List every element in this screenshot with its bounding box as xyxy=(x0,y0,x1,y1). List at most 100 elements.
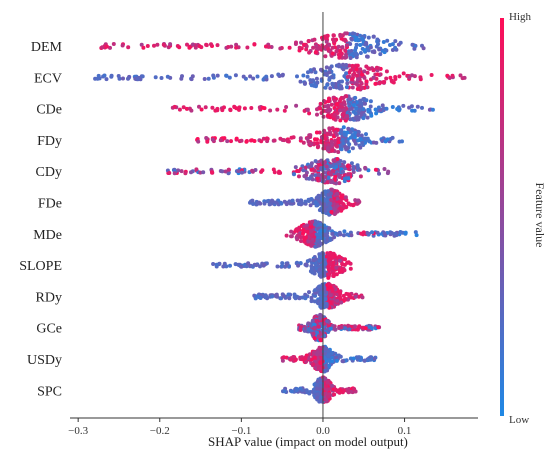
point-ecv xyxy=(313,70,318,75)
point-cde xyxy=(328,115,333,120)
point-gce xyxy=(376,325,381,330)
point-mde xyxy=(365,230,370,235)
point-cde xyxy=(327,96,331,101)
point-usdy xyxy=(326,358,331,363)
point-slope xyxy=(246,261,251,266)
point-dem xyxy=(348,56,353,60)
point-ecv xyxy=(233,73,238,78)
point-slope xyxy=(228,263,232,268)
point-ecv xyxy=(255,74,260,79)
point-fde xyxy=(284,202,289,207)
point-rdy xyxy=(325,287,330,292)
point-ecv xyxy=(345,81,350,86)
point-spc xyxy=(323,376,328,381)
point-ecv xyxy=(407,75,412,80)
point-usdy xyxy=(315,362,319,367)
point-rdy xyxy=(286,292,291,297)
point-fde xyxy=(265,199,270,204)
point-dem xyxy=(313,50,318,55)
point-mde xyxy=(315,238,320,243)
point-cdy xyxy=(302,174,307,179)
point-spc xyxy=(324,387,329,392)
point-cdy xyxy=(179,169,184,174)
point-gce xyxy=(339,325,344,330)
point-dem xyxy=(371,34,376,39)
point-dem xyxy=(215,43,220,48)
point-ecv xyxy=(362,69,367,74)
point-cde xyxy=(315,107,319,112)
point-ecv xyxy=(251,76,256,81)
point-rdy xyxy=(324,290,329,295)
point-fdy xyxy=(342,132,347,137)
point-ecv xyxy=(364,79,369,84)
point-ecv xyxy=(362,75,367,80)
point-cdy xyxy=(260,168,265,173)
point-dem xyxy=(126,45,131,50)
point-dem xyxy=(378,52,383,57)
point-slope xyxy=(326,272,331,277)
point-gce xyxy=(319,338,323,343)
point-cdy xyxy=(382,167,387,171)
point-cdy xyxy=(342,160,347,165)
point-dem xyxy=(302,42,306,47)
point-slope xyxy=(296,263,301,268)
point-slope xyxy=(337,254,342,259)
point-mde xyxy=(313,219,318,224)
x-axis-ticks: −0.3 −0.2 −0.1 0.0 0.1 xyxy=(68,418,411,437)
point-fdy xyxy=(341,125,346,130)
point-fdy xyxy=(358,145,363,150)
point-spc xyxy=(321,392,326,397)
point-dem xyxy=(141,45,146,50)
point-fdy xyxy=(343,146,348,151)
point-fdy xyxy=(336,136,341,141)
point-rdy xyxy=(323,297,328,301)
point-fdy xyxy=(360,140,365,145)
point-usdy xyxy=(288,357,293,362)
point-mde xyxy=(296,233,300,238)
point-gce xyxy=(357,324,361,329)
point-fdy xyxy=(330,148,335,153)
point-spc xyxy=(325,380,330,385)
point-cde xyxy=(318,101,323,106)
point-cdy xyxy=(303,165,308,170)
point-fdy xyxy=(333,130,338,135)
point-fde xyxy=(267,202,272,207)
point-cdy xyxy=(236,169,241,174)
point-mde xyxy=(306,239,311,244)
point-usdy xyxy=(362,358,367,363)
point-mde xyxy=(303,235,308,240)
point-mde xyxy=(328,238,333,242)
point-usdy xyxy=(330,359,335,364)
point-dem xyxy=(269,45,274,49)
point-mde xyxy=(313,244,318,249)
point-gce xyxy=(312,325,317,330)
point-mde xyxy=(345,232,350,237)
point-ecv xyxy=(328,86,333,91)
point-mde xyxy=(301,228,306,232)
point-dem xyxy=(334,49,339,54)
point-ecv xyxy=(135,77,140,82)
point-spc xyxy=(330,383,335,388)
point-ecv xyxy=(397,74,402,79)
point-cde xyxy=(184,106,189,111)
point-rdy xyxy=(309,299,314,304)
point-fdy xyxy=(239,138,244,143)
point-slope xyxy=(317,254,322,259)
point-mde xyxy=(316,232,321,237)
point-dem xyxy=(120,43,125,48)
point-fdy xyxy=(196,139,201,144)
point-ecv xyxy=(393,77,398,81)
point-cde xyxy=(337,108,342,113)
point-cde xyxy=(361,107,366,112)
point-mde xyxy=(309,229,314,234)
point-fdy xyxy=(390,135,395,140)
point-ecv xyxy=(180,74,184,79)
point-ecv xyxy=(312,83,316,88)
point-dem xyxy=(343,31,348,36)
point-usdy xyxy=(340,359,345,364)
point-cdy xyxy=(226,171,231,176)
point-cde xyxy=(409,104,414,109)
point-cdy xyxy=(366,168,371,173)
point-fdy xyxy=(329,139,334,144)
point-cdy xyxy=(240,170,244,175)
